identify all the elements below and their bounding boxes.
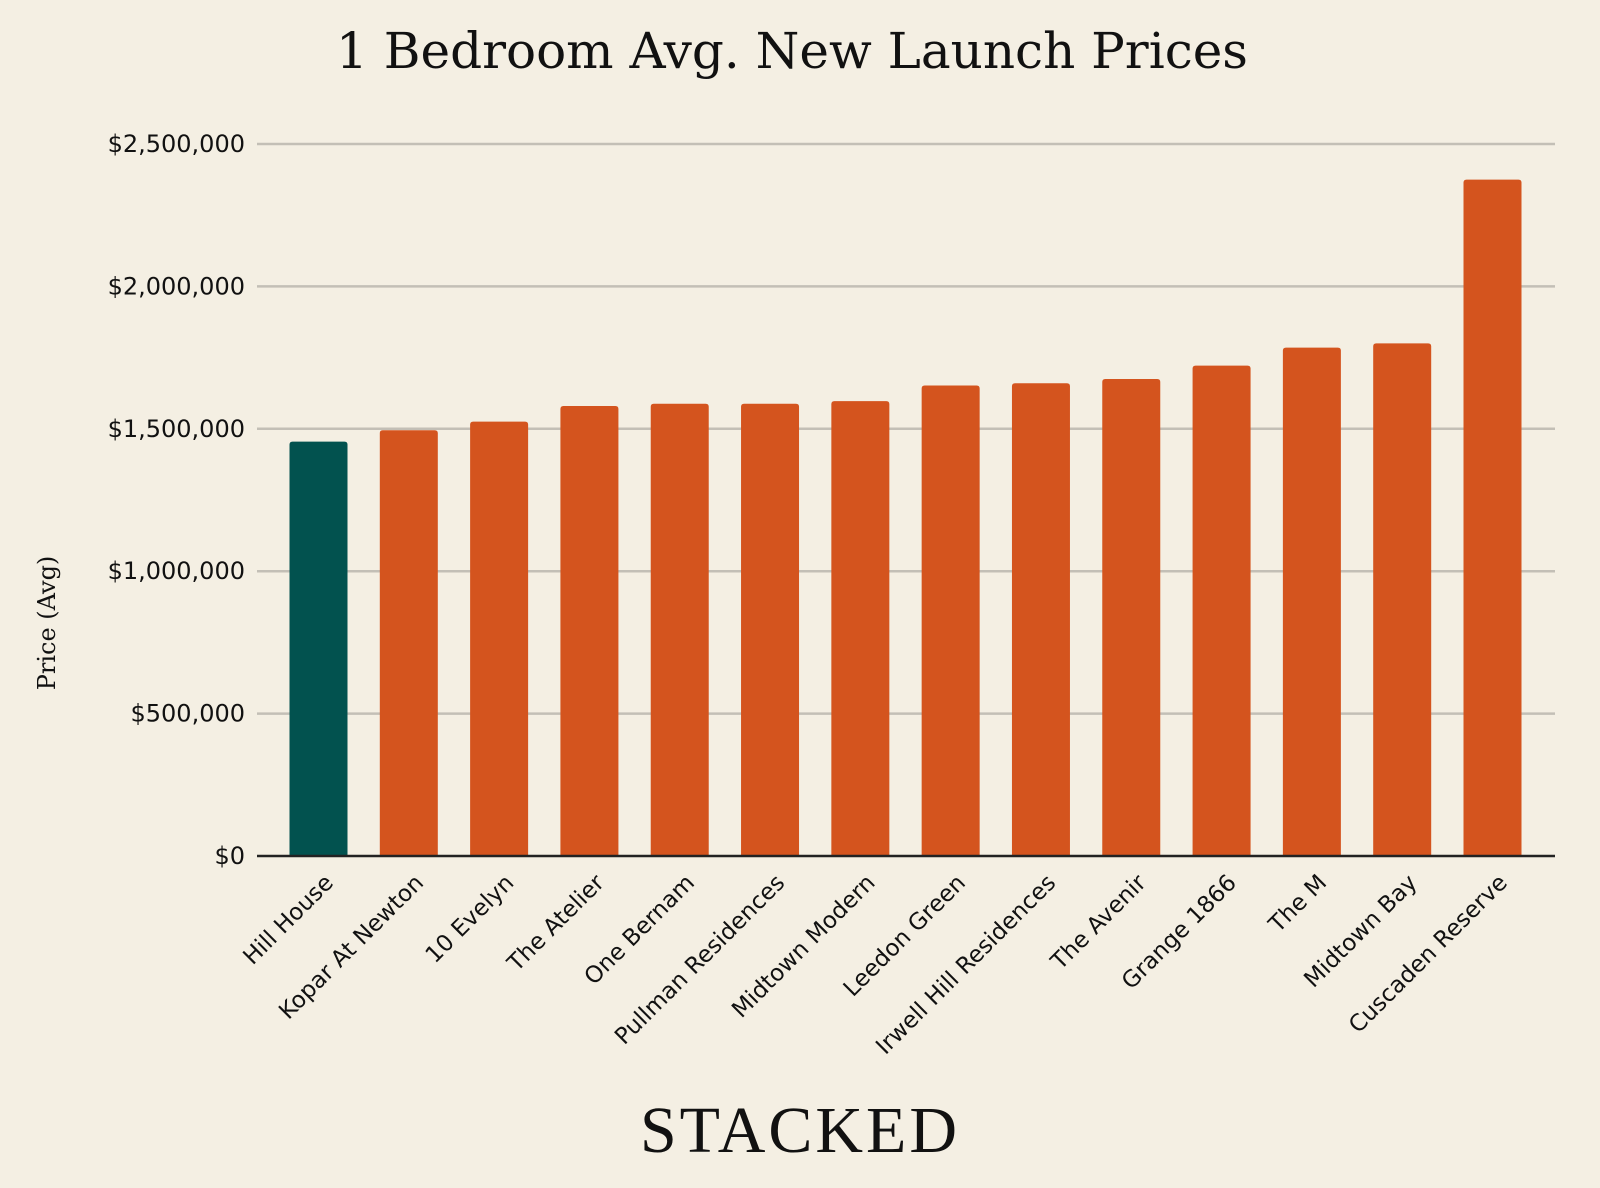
bar (379, 430, 438, 856)
bar (289, 441, 348, 856)
bar (1011, 383, 1070, 856)
y-tick-label: $2,500,000 (108, 130, 245, 158)
x-category-label: Pullman Residences (610, 870, 790, 1050)
y-tick-label: $1,000,000 (108, 557, 245, 585)
x-category-label: Irwell Hill Residences (871, 870, 1061, 1060)
brand-wordmark: STACKED (640, 1094, 960, 1167)
bar (470, 421, 529, 856)
bar (1373, 343, 1432, 856)
bar (1282, 347, 1341, 856)
bar (1463, 179, 1522, 857)
x-category-label: Cuscaden Reserve (1344, 870, 1513, 1039)
x-category-label: Hill House (238, 870, 338, 970)
bar (831, 401, 890, 856)
bars (289, 179, 1522, 857)
bar (560, 406, 619, 856)
gridlines (257, 142, 1555, 715)
y-tick-label: $1,500,000 (108, 415, 245, 443)
y-tick-label: $500,000 (130, 700, 245, 728)
x-category-label: The M (1264, 870, 1333, 939)
chart-title: 1 Bedroom Avg. New Launch Prices (336, 22, 1248, 80)
bar (1102, 378, 1161, 856)
y-axis-ticks: $0 $500,000 $1,000,000 $1,500,000 $2,000,000… (108, 130, 245, 870)
bar (741, 403, 800, 856)
y-tick-label: $0 (214, 842, 245, 870)
bar (1192, 365, 1251, 856)
bar (650, 403, 709, 856)
bar (921, 385, 980, 856)
y-tick-label: $2,000,000 (108, 272, 245, 300)
y-axis-title: Price (Avg) (33, 556, 61, 691)
x-category-label: 10 Evelyn (421, 870, 520, 969)
